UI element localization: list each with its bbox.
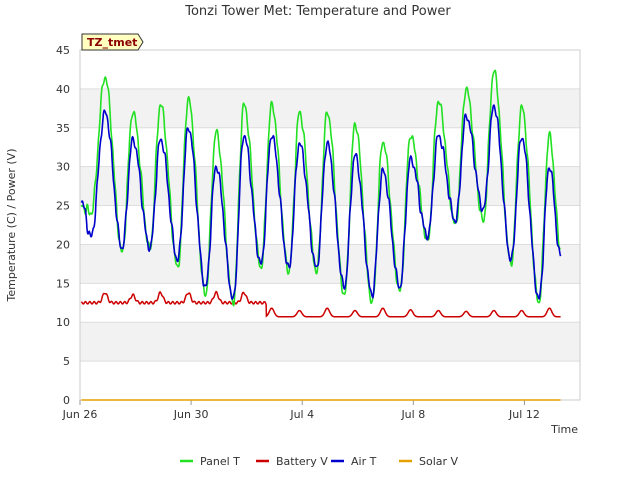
y-tick-label: 25 — [56, 200, 70, 213]
x-tick-label: Jun 30 — [173, 408, 209, 421]
y-tick-label: 5 — [63, 355, 70, 368]
plot-band — [80, 361, 580, 400]
badge-label: TZ_tmet — [87, 36, 137, 49]
plot-band — [80, 205, 580, 245]
x-tick-label: Jun 26 — [62, 408, 98, 421]
plot-bands — [80, 50, 580, 400]
y-tick-label: 0 — [63, 394, 70, 407]
x-axis-ticks: Jun 26 Jun 30 Jul 4 Jul 8 Jul 12 — [62, 400, 540, 421]
plot-band — [80, 322, 580, 362]
legend-label: Battery V — [276, 455, 328, 468]
y-tick-label: 15 — [56, 277, 70, 290]
legend-label: Panel T — [200, 455, 240, 468]
y-axis-label: Temperature (C) / Power (V) — [5, 148, 18, 302]
series-lines — [80, 69, 562, 401]
legend-label: Solar V — [419, 455, 459, 468]
series-battery-v — [80, 290, 561, 318]
dataset-badge: TZ_tmet — [81, 33, 144, 51]
x-tick-label: Jul 4 — [289, 408, 314, 421]
legend-label: Air T — [351, 455, 377, 468]
legend: Panel T Battery V Air T Solar V — [180, 455, 459, 468]
y-axis-ticks: 0 5 10 15 20 25 30 35 40 45 — [56, 44, 70, 407]
series-air-t — [80, 104, 562, 301]
plot-band — [80, 50, 580, 89]
x-tick-label: Jul 12 — [508, 408, 540, 421]
y-tick-label: 20 — [56, 238, 70, 251]
y-tick-label: 30 — [56, 161, 70, 174]
y-tick-label: 40 — [56, 83, 70, 96]
y-tick-label: 35 — [56, 122, 70, 135]
y-tick-label: 45 — [56, 44, 70, 57]
x-tick-label: Jul 8 — [400, 408, 425, 421]
y-tick-label: 10 — [56, 316, 70, 329]
plot-band — [80, 244, 580, 284]
plot-band — [80, 166, 580, 206]
badge-box — [81, 33, 144, 51]
plot-band — [80, 283, 580, 323]
chart-title: Tonzi Tower Met: Temperature and Power — [184, 4, 451, 19]
x-axis-label: Time — [550, 423, 578, 436]
